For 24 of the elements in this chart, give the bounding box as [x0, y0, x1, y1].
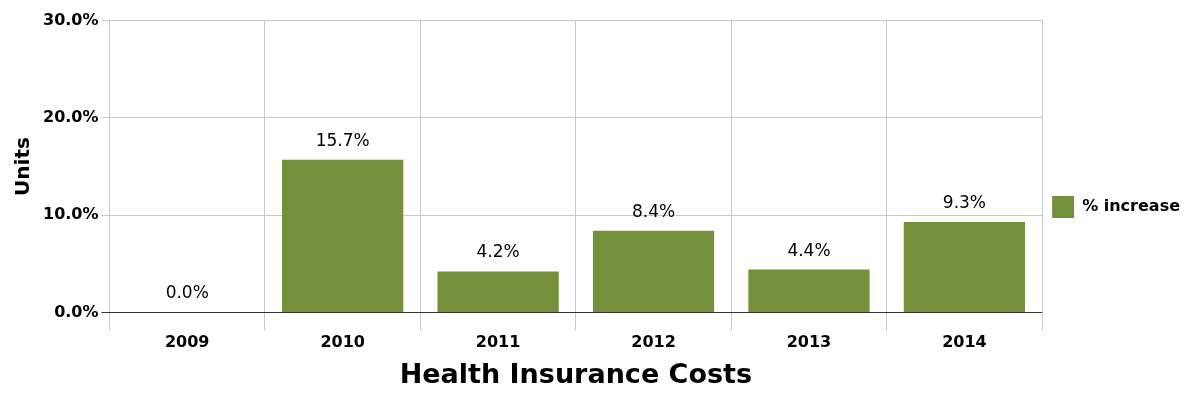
bar — [437, 271, 559, 312]
x-tick-label: 2009 — [164, 332, 210, 352]
y-tick-label: 30.0% — [42, 9, 99, 29]
bar — [903, 221, 1026, 312]
bar — [748, 269, 870, 312]
y-tick-label: 0.0% — [54, 301, 99, 321]
data-label: 4.2% — [476, 241, 520, 262]
x-tick-label: 2010 — [320, 332, 365, 352]
x-axis-title: Health Insurance Costs — [399, 357, 752, 389]
y-tick-label: 10.0% — [42, 204, 99, 224]
x-tick-label: 2011 — [475, 332, 521, 352]
data-label: 0.0% — [165, 282, 209, 303]
x-tick-label: 2012 — [631, 332, 676, 352]
bar — [282, 159, 404, 312]
x-tick-label: 2014 — [942, 332, 987, 352]
data-label: 8.4% — [631, 200, 676, 221]
bar — [592, 230, 715, 312]
legend-label: % increase — [1082, 196, 1181, 216]
x-tick-label: 2013 — [786, 332, 832, 352]
y-tick-label: 20.0% — [42, 107, 99, 127]
y-axis-title: Units — [10, 137, 35, 196]
data-label: 9.3% — [942, 191, 987, 212]
data-label: 15.7% — [315, 129, 370, 150]
data-label: 4.4% — [787, 239, 831, 260]
